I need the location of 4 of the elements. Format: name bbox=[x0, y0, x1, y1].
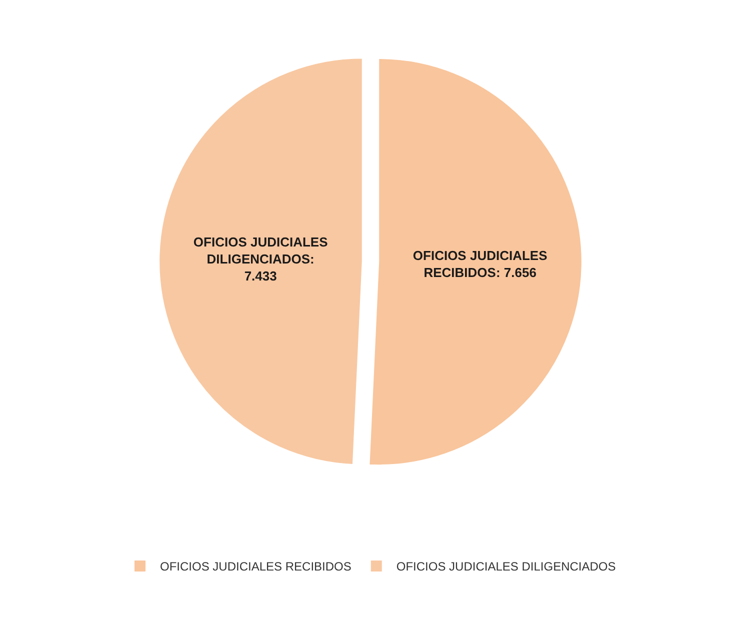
legend-label: OFICIOS JUDICIALES RECIBIDOS bbox=[160, 560, 352, 574]
data-label: OFICIOS JUDICIALES DILIGENCIADOS: 7.433 bbox=[193, 234, 328, 284]
data-label: OFICIOS JUDICIALES RECIBIDOS: 7.656 bbox=[412, 248, 548, 280]
legend-label: OFICIOS JUDICIALES DILIGENCIADOS bbox=[396, 560, 616, 574]
